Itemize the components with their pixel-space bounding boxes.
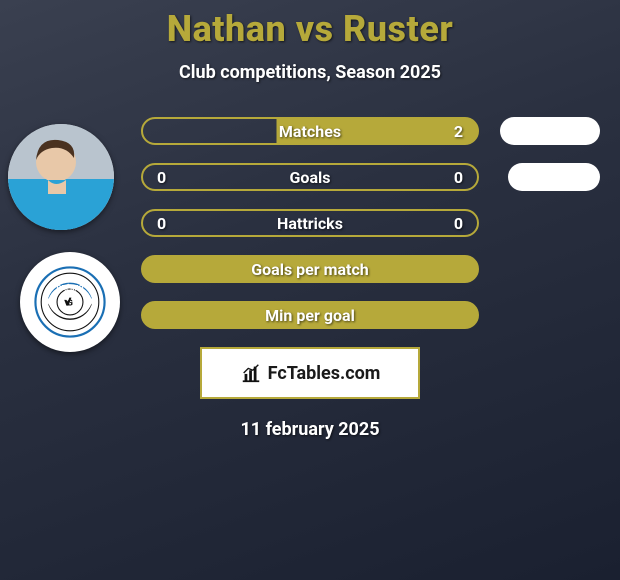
stat-pill: 0Goals0 bbox=[141, 163, 479, 191]
crest-label: GRÊMIO bbox=[57, 283, 84, 292]
stat-pill: Min per goal bbox=[141, 301, 479, 329]
stat-row: Goals per match bbox=[0, 255, 620, 283]
source-logo-text: FcTables.com bbox=[268, 363, 381, 384]
stat-right-bar bbox=[500, 117, 600, 145]
stat-label: Goals per match bbox=[143, 260, 477, 279]
stat-label: Matches bbox=[143, 122, 477, 141]
stat-left-value: 0 bbox=[157, 168, 166, 187]
stat-row: 0Hattricks0 bbox=[0, 209, 620, 237]
stat-right-value: 0 bbox=[454, 214, 463, 233]
source-logo: FcTables.com bbox=[200, 347, 420, 399]
stat-row: 0Goals0 bbox=[0, 163, 620, 191]
stat-row: Min per goal bbox=[0, 301, 620, 329]
stat-label: Min per goal bbox=[143, 306, 477, 325]
stat-label: Hattricks bbox=[143, 214, 477, 233]
subtitle: Club competitions, Season 2025 bbox=[0, 62, 620, 83]
date-text: 11 february 2025 bbox=[0, 419, 620, 440]
bar-chart-icon bbox=[240, 362, 262, 384]
stat-row: Matches2 bbox=[0, 117, 620, 145]
stat-right-value: 0 bbox=[454, 168, 463, 187]
stat-pill: Goals per match bbox=[141, 255, 479, 283]
stat-label: Goals bbox=[143, 168, 477, 187]
stat-right-bar bbox=[508, 163, 600, 191]
stat-left-value: 0 bbox=[157, 214, 166, 233]
stat-pill: Matches2 bbox=[141, 117, 479, 145]
stat-right-value: 2 bbox=[454, 122, 463, 141]
stat-pill: 0Hattricks0 bbox=[141, 209, 479, 237]
page-title: Nathan vs Ruster bbox=[0, 0, 620, 50]
